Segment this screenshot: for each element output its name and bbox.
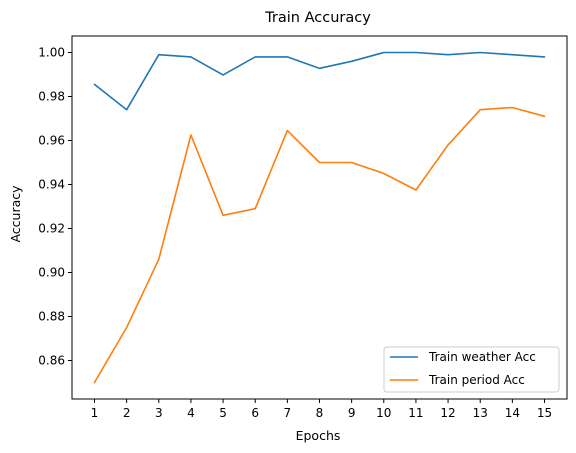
x-tick-label: 13 — [473, 406, 488, 420]
x-tick-label: 9 — [348, 406, 356, 420]
x-tick-label: 6 — [251, 406, 259, 420]
y-tick-label: 1.00 — [38, 46, 65, 60]
legend-label-period: Train period Acc — [428, 373, 525, 387]
y-tick-label: 0.88 — [38, 310, 65, 324]
x-tick-label: 8 — [316, 406, 324, 420]
series-lines — [93, 51, 546, 384]
x-tick-label: 4 — [187, 406, 195, 420]
legend-label-weather: Train weather Acc — [428, 350, 536, 364]
legend: Train weather Acc Train period Acc — [383, 346, 560, 393]
y-tick-label: 0.94 — [38, 178, 65, 192]
x-tick-label: 2 — [123, 406, 131, 420]
chart-title: Train Accuracy — [264, 10, 371, 26]
x-axis-label: Epochs — [296, 428, 341, 443]
y-tick-label: 0.96 — [38, 134, 65, 148]
x-tick-label: 15 — [537, 406, 552, 420]
x-tick-label: 5 — [219, 406, 227, 420]
x-tick-label: 11 — [408, 406, 423, 420]
y-tick-label: 0.98 — [38, 90, 65, 104]
y-tick-label: 0.86 — [38, 354, 65, 368]
plot-frame — [71, 35, 568, 400]
x-tick-label: 12 — [440, 406, 455, 420]
series-line-0 — [93, 51, 546, 111]
y-axis-label: Accuracy — [8, 185, 23, 243]
legend-box — [383, 346, 560, 393]
x-tick-label: 1 — [91, 406, 99, 420]
y-tick-label: 0.92 — [38, 222, 65, 236]
y-tick-label: 0.90 — [38, 266, 65, 280]
axis-ticks: 1 2 3 4 5 6 7 8 9 10 11 12 13 14 150.860.880.900.920.9… — [38, 46, 552, 421]
series-line-1 — [93, 106, 546, 384]
x-tick-label: 10 — [376, 406, 391, 420]
x-tick-label: 7 — [284, 406, 292, 420]
x-tick-label: 3 — [155, 406, 163, 420]
x-tick-label: 14 — [505, 406, 520, 420]
